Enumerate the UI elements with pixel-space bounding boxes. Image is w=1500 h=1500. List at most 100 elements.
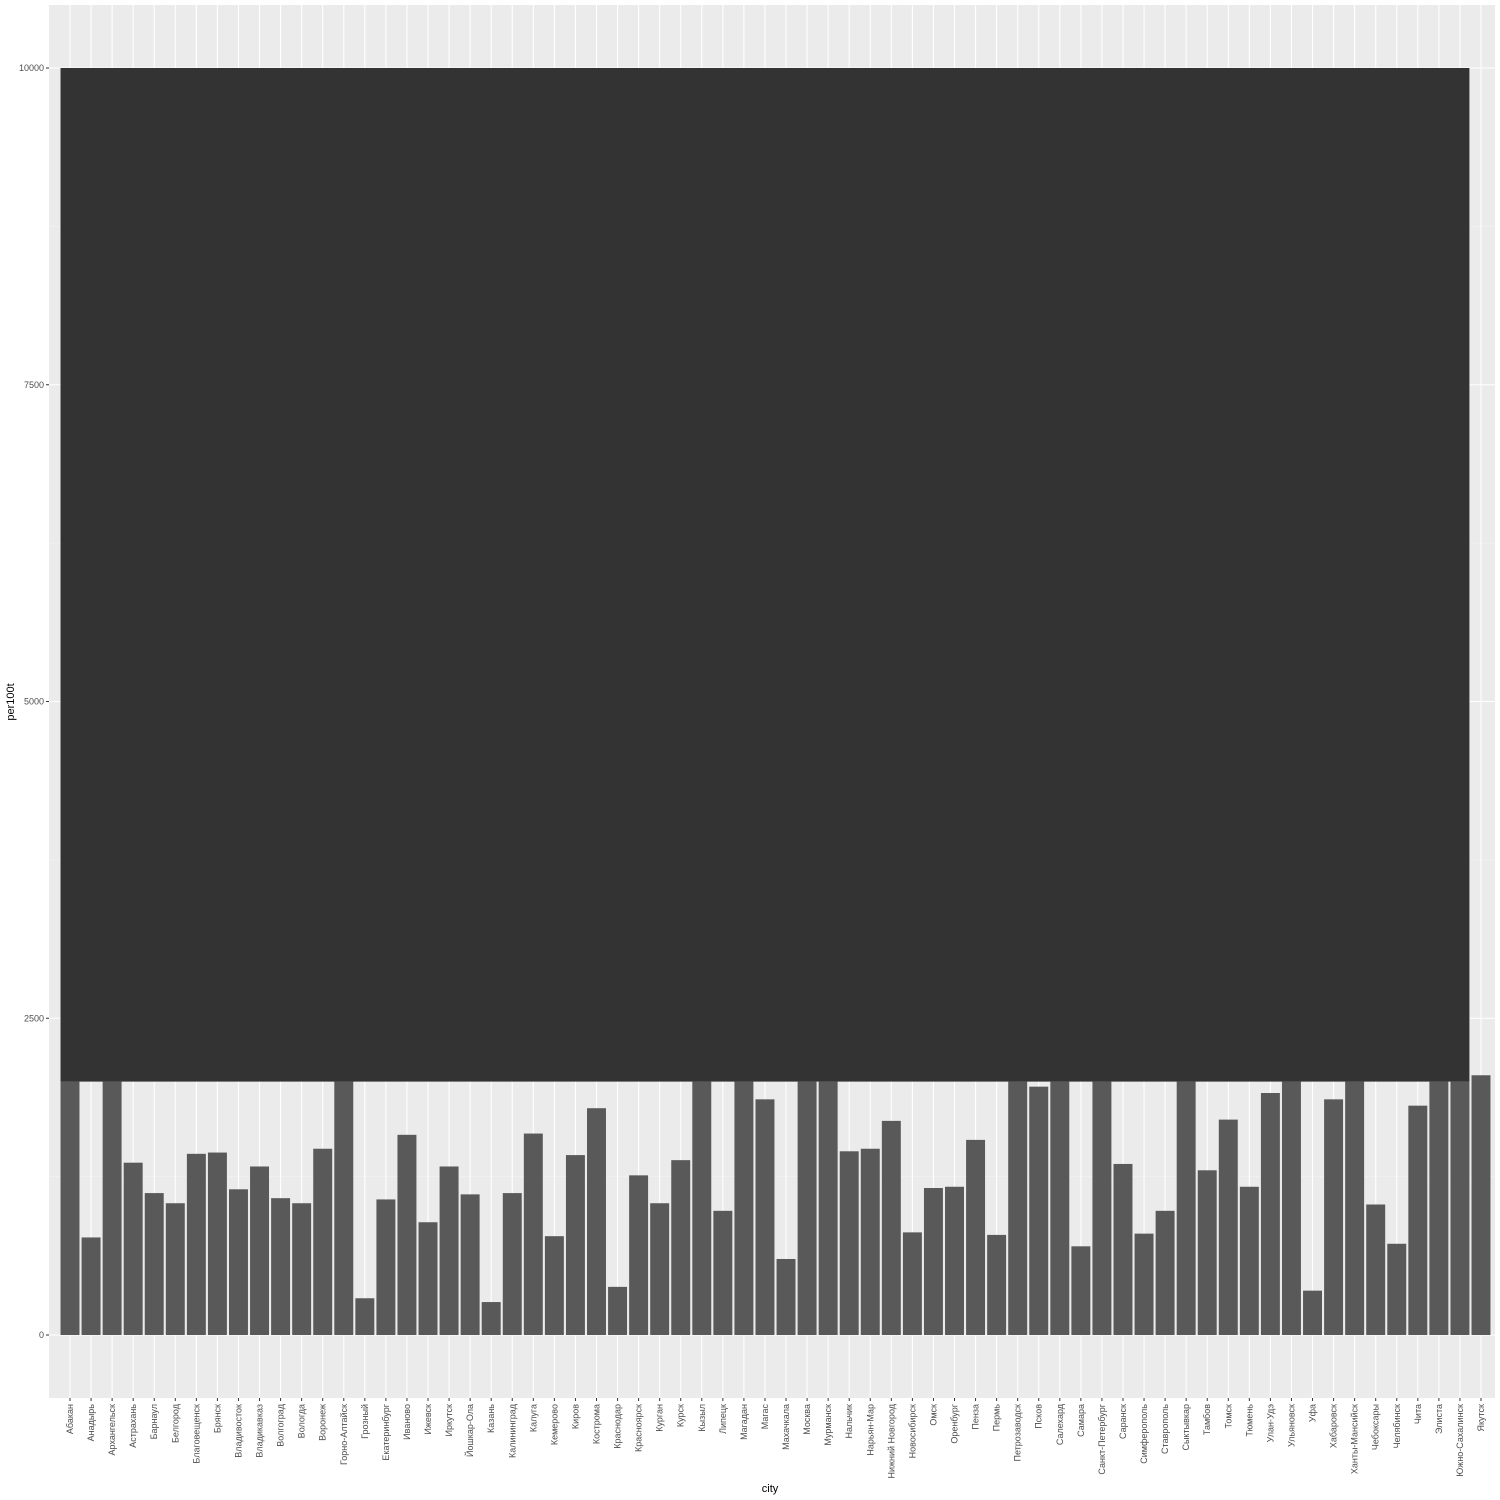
bar: [229, 1189, 248, 1335]
x-tick-label: Пенза: [971, 1404, 981, 1430]
bar: [1050, 1081, 1070, 1335]
x-tick-label: Пермь: [992, 1404, 1002, 1432]
x-tick-label: Архангельск: [107, 1404, 117, 1456]
x-tick-label: Грозный: [360, 1404, 370, 1439]
bar: [102, 1081, 122, 1335]
x-tick-label: Самара: [1076, 1404, 1086, 1437]
bar: [207, 1152, 227, 1335]
x-tick-label: Нижний Новгород: [886, 1403, 896, 1478]
x-tick-label: Волгоград: [276, 1403, 286, 1446]
bar: [1029, 1086, 1049, 1335]
bar: [987, 1234, 1007, 1335]
x-tick-label: Санкт-Петербург: [1097, 1403, 1107, 1474]
bar: [292, 1203, 312, 1335]
bar: [418, 1222, 438, 1335]
bar: [1281, 1081, 1301, 1335]
bar: [334, 1081, 354, 1335]
bar: [1429, 1081, 1449, 1335]
bar: [923, 1188, 943, 1335]
x-tick-label: Курск: [676, 1404, 686, 1427]
bar: [1176, 1081, 1196, 1335]
x-tick-label: Калининград: [507, 1403, 517, 1458]
bar: [60, 1081, 80, 1335]
bar: [860, 1148, 880, 1335]
x-tick-label: Кемерово: [549, 1404, 559, 1445]
x-tick-label: Йошкар-Ола: [464, 1404, 475, 1457]
x-tick-label: Казань: [486, 1404, 496, 1433]
bar: [629, 1175, 649, 1335]
x-tick-label: Благовещенск: [191, 1404, 201, 1464]
y-axis: 0 2500 5000 7500 10000: [19, 63, 49, 1340]
y-tick-label: 2500: [24, 1013, 44, 1023]
x-tick-label: Москва: [802, 1404, 812, 1435]
x-tick-label: Омск: [928, 1404, 938, 1426]
bar: [671, 1160, 691, 1335]
bars: [60, 1075, 1491, 1335]
x-tick-label: Анадырь: [86, 1404, 96, 1442]
bar: [313, 1148, 333, 1335]
bar: [1408, 1105, 1428, 1335]
bar: [544, 1236, 564, 1335]
bar: [439, 1166, 459, 1335]
bar: [650, 1203, 670, 1335]
bar: [734, 1081, 754, 1335]
x-tick-label: Абакан: [65, 1404, 75, 1434]
x-tick-label: Красноярск: [634, 1404, 644, 1452]
bar: [713, 1210, 733, 1335]
bar: [1387, 1243, 1407, 1335]
bar: [1303, 1290, 1322, 1335]
x-tick-label: Челябинск: [1392, 1404, 1402, 1448]
bar: [1092, 1081, 1112, 1335]
x-tick-label: Ставрополь: [1160, 1404, 1170, 1454]
bar: [839, 1151, 859, 1335]
bar: [945, 1186, 964, 1335]
x-tick-label: Брянск: [212, 1404, 222, 1433]
x-tick-label: Симферополь: [1139, 1404, 1149, 1464]
bar: [1239, 1186, 1259, 1335]
bar: [1324, 1099, 1344, 1335]
bar: [608, 1286, 628, 1335]
bar: [1366, 1204, 1386, 1335]
x-tick-label: Магадан: [739, 1404, 749, 1440]
x-tick-label: Магас: [760, 1404, 770, 1430]
x-tick-label: Калуга: [528, 1404, 538, 1432]
x-tick-label: Нальчик: [844, 1404, 854, 1439]
x-tick-label: Горно-Алтайск: [339, 1404, 349, 1465]
x-tick-label: Киров: [570, 1404, 580, 1429]
bar: [1134, 1233, 1154, 1335]
x-tick-label: Владикавказ: [255, 1404, 265, 1458]
bar: [1260, 1093, 1280, 1335]
x-tick-label: Чебоксары: [1371, 1404, 1381, 1450]
bar: [481, 1302, 501, 1335]
x-tick-label: Ижевск: [423, 1404, 433, 1435]
y-tick-label: 10000: [19, 63, 44, 73]
x-tick-label: Вологда: [297, 1404, 307, 1438]
x-tick-label: Иркутск: [444, 1404, 454, 1437]
x-tick-label: Курган: [655, 1404, 665, 1432]
bar: [186, 1153, 206, 1335]
x-tick-label: Мурманск: [823, 1404, 833, 1446]
x-tick-label: Кострома: [591, 1404, 601, 1444]
x-tick-label: Уфа: [1308, 1404, 1318, 1422]
x-tick-label: Екатеринбург: [381, 1403, 391, 1460]
y-tick-label: 0: [39, 1330, 44, 1340]
dark-overlay-block: [60, 68, 1470, 1082]
bar: [144, 1193, 164, 1335]
x-tick-label: Элиста: [1434, 1404, 1444, 1434]
bar: [881, 1120, 901, 1335]
bar: [776, 1258, 796, 1335]
bar: [523, 1133, 543, 1335]
x-tick-label: Краснодар: [613, 1404, 623, 1449]
bar: [902, 1232, 922, 1335]
x-tick-label: Улан-Удэ: [1265, 1404, 1275, 1443]
x-tick-label: Сыктывкар: [1181, 1404, 1191, 1451]
bar: [1218, 1119, 1238, 1335]
x-tick-label: Барнаул: [149, 1404, 159, 1439]
x-axis: Абакан Анадырь Архангельск Астрахань Барнаул…: [65, 1398, 1486, 1479]
x-tick-label: Владивосток: [233, 1404, 243, 1458]
x-tick-label: Ульяновск: [1286, 1404, 1296, 1447]
x-tick-label: Астрахань: [128, 1404, 138, 1448]
bar: [397, 1134, 417, 1335]
bar: [165, 1203, 185, 1335]
bar: [1071, 1246, 1091, 1335]
